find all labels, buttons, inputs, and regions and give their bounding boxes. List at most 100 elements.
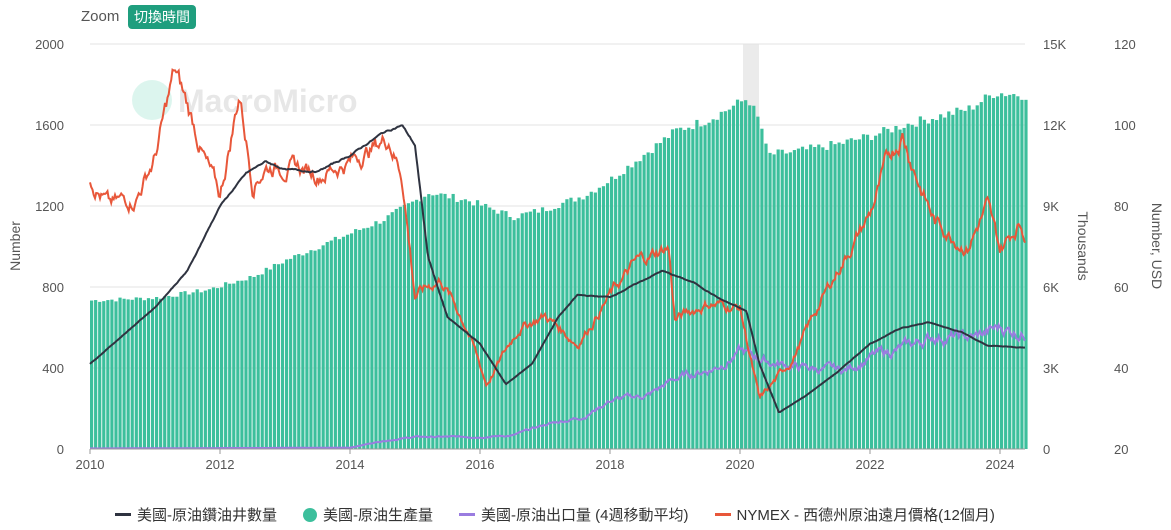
production-bar — [122, 298, 126, 449]
production-bar — [398, 206, 402, 449]
production-bar — [947, 111, 951, 450]
production-bar — [727, 109, 732, 449]
legend-item-rigs[interactable]: 美國-原油鑽油井數量 — [115, 504, 277, 525]
production-bar — [419, 201, 423, 449]
production-bar — [236, 280, 240, 449]
production-bar — [540, 207, 545, 449]
production-bar — [687, 127, 691, 449]
production-bar — [354, 229, 358, 449]
production-bar — [475, 200, 480, 449]
production-bar — [837, 142, 841, 449]
left-tick-label: 0 — [57, 442, 64, 457]
production-bar — [114, 301, 118, 449]
legend-label: 美國-原油出口量 (4週移動平均) — [481, 507, 689, 524]
production-bar — [983, 94, 987, 450]
production-bar — [719, 111, 723, 449]
production-bar — [256, 274, 260, 449]
legend-item-exports[interactable]: 美國-原油出口量 (4週移動平均) — [459, 504, 689, 525]
x-tick-label: 2024 — [986, 457, 1015, 472]
production-bar — [142, 300, 147, 449]
production-bar — [207, 289, 212, 449]
production-bar — [963, 110, 967, 450]
production-bar — [94, 300, 98, 449]
production-bar — [329, 240, 333, 449]
production-bar — [577, 197, 581, 449]
svg-text:MacroMicro: MacroMicro — [178, 83, 358, 119]
production-bar — [679, 127, 683, 449]
production-bar — [1004, 96, 1008, 449]
legend: 美國-原油鑽油井數量 美國-原油生產量 美國-原油出口量 (4週移動平均) NY… — [115, 504, 995, 525]
production-bar — [935, 120, 939, 449]
production-bar — [662, 137, 667, 449]
production-bar — [902, 127, 906, 450]
left-axis-label: Number — [7, 221, 23, 271]
production-bar — [930, 119, 935, 450]
production-bar — [382, 221, 386, 449]
production-bar — [809, 144, 813, 449]
right1-tick-label: 9K — [1043, 199, 1059, 214]
legend-label: 美國-原油鑽油井數量 — [137, 507, 277, 524]
production-bar — [297, 254, 301, 449]
production-bar — [841, 143, 845, 449]
legend-item-production[interactable]: 美國-原油生產量 — [303, 504, 433, 525]
production-bar — [220, 287, 224, 449]
production-bar — [910, 124, 914, 449]
production-bar — [272, 263, 277, 449]
production-bar — [833, 144, 837, 450]
production-bar — [630, 167, 634, 449]
production-bar — [581, 199, 585, 449]
production-bar — [825, 149, 829, 449]
production-bar — [772, 154, 776, 450]
production-bar — [756, 116, 760, 450]
production-bar — [309, 250, 313, 449]
production-bar — [252, 276, 256, 449]
zoom-label: Zoom — [81, 8, 120, 25]
production-bar — [939, 114, 943, 450]
production-bar — [991, 98, 996, 449]
production-bar — [1000, 93, 1004, 449]
production-bar — [443, 193, 447, 449]
production-bar — [857, 139, 862, 449]
production-bar — [922, 119, 927, 450]
production-bar — [898, 129, 902, 449]
production-bar — [638, 161, 642, 450]
production-bar — [524, 212, 528, 449]
production-bar — [605, 183, 610, 450]
production-bar — [760, 128, 764, 449]
production-bar — [370, 226, 374, 449]
switch-time-button[interactable]: 切換時間 — [128, 5, 196, 29]
production-bar — [601, 186, 606, 449]
production-bar — [280, 263, 285, 449]
production-bar — [325, 242, 329, 449]
production-bar — [293, 255, 297, 449]
production-bar — [289, 258, 293, 449]
production-bar — [362, 228, 366, 449]
right1-tick-label: 3K — [1043, 361, 1059, 376]
production-bar — [776, 149, 780, 449]
production-bar — [228, 283, 232, 449]
production-bar — [536, 212, 541, 449]
production-bar — [955, 107, 959, 449]
production-bar — [675, 128, 679, 450]
legend-item-price[interactable]: NYMEX - 西德州原油遠月價格(12個月) — [714, 504, 995, 525]
line-swatch-icon — [714, 513, 731, 516]
production-bar — [764, 143, 768, 450]
production-bar — [179, 291, 183, 449]
production-bar — [800, 146, 805, 449]
production-bar — [134, 297, 138, 449]
production-bar — [874, 135, 878, 450]
chart-plot[interactable]: MacroMicro 0 0 20 400 3K 40 800 6K 60 1200 9K 80 160… — [0, 0, 1171, 500]
production-bar — [435, 194, 439, 449]
production-bar — [1020, 99, 1024, 450]
production-bar — [90, 300, 94, 449]
production-bar — [423, 196, 427, 449]
production-bar — [865, 134, 870, 450]
production-bar — [634, 161, 638, 449]
production-bar — [967, 105, 971, 449]
production-bar — [163, 296, 167, 449]
production-bar — [642, 154, 646, 450]
production-bar — [573, 201, 577, 449]
production-bar — [610, 176, 614, 449]
production-bar — [138, 297, 142, 449]
production-bar — [467, 201, 472, 449]
